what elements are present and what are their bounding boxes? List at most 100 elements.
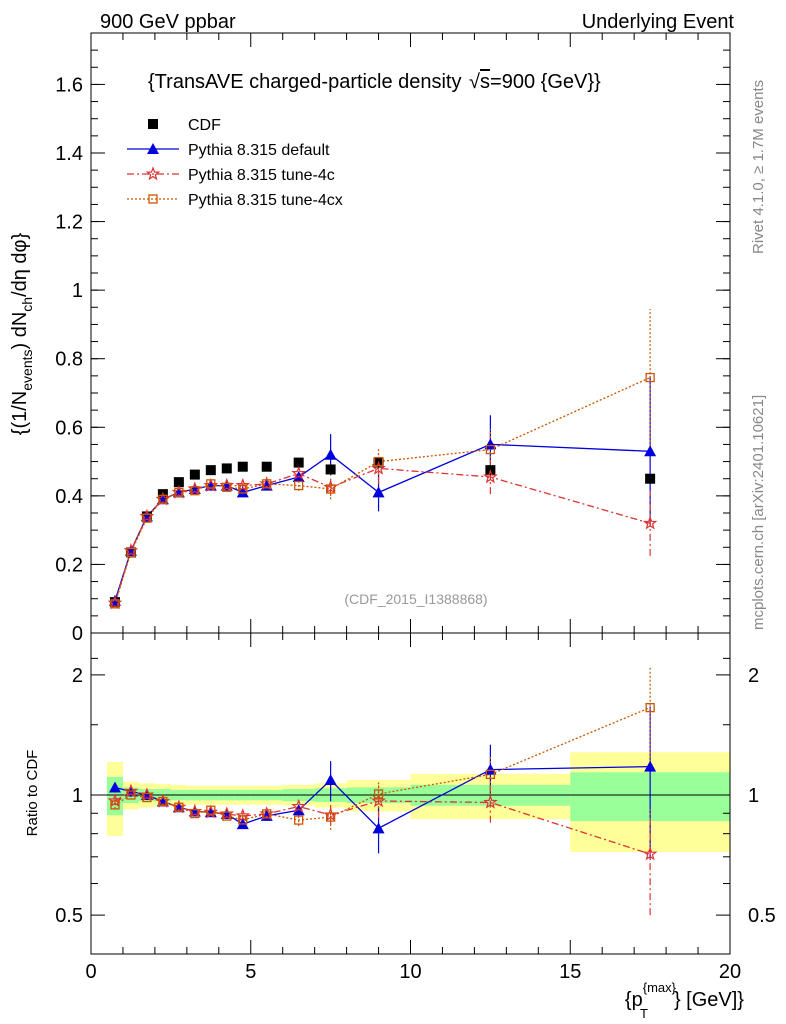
data-point-cdf (237, 461, 248, 472)
legend-label-tune4cx: Pythia 8.315 tune-4cx (188, 192, 343, 209)
y-tick-label: 1.4 (55, 143, 83, 165)
data-point-cdf (173, 477, 184, 488)
data-point-default (236, 486, 249, 498)
data-point-tune4cx (373, 456, 384, 467)
analysis-id-label: (CDF_2015_I1388868) (344, 591, 487, 607)
data-point-default (644, 445, 657, 457)
series-line-tune4cx (114, 377, 651, 605)
legend-marker-cdf (148, 119, 158, 129)
main-y-ticks: 0 0.2 0.4 0.6 0.8 1 1.2 1.4 1.6 (55, 49, 730, 645)
y-tick-label: 0.2 (55, 554, 83, 576)
legend-label-cdf: CDF (188, 117, 221, 134)
data-point-tune4c (291, 465, 307, 480)
ratio-point-tune4cx (142, 792, 152, 803)
data-point-cdf (205, 465, 216, 476)
data-point-tune4c (483, 469, 498, 484)
ratio-point-tune4c (123, 783, 139, 798)
ratio-point-tune4cx (325, 812, 336, 822)
main-error-bars (114, 309, 651, 605)
data-point-tune4cx (206, 479, 216, 489)
data-point-tune4c (235, 477, 251, 492)
ratio-x-ticks: 0 5 10 15 20 (85, 633, 741, 983)
legend-label-default: Pythia 8.315 default (188, 142, 330, 159)
y-tick-label: 0.8 (55, 349, 83, 371)
ratio-point-default (108, 781, 121, 793)
data-point-tune4cx (325, 484, 336, 494)
ratio-y-ticks: 0.5 0.5 1 1 2 2 (55, 657, 776, 927)
ratio-y-tick-label-right: 1 (748, 785, 759, 807)
data-point-tune4cx (294, 480, 304, 491)
ratio-point-tune4c (483, 794, 498, 809)
chart-title: {TransAVE charged-particle density √s=90… (148, 71, 601, 93)
y-axis-label: {(1/Nevents) dNch/dη dφ} (9, 232, 35, 435)
energy-label: 900 GeV ppbar (100, 11, 236, 33)
ratio-point-tune4cx (485, 769, 496, 780)
x-tick-label: 15 (559, 961, 581, 983)
ratio-y-tick-label-right: 0.5 (748, 905, 776, 927)
ratio-point-tune4c (371, 793, 386, 808)
ratio-point-default (484, 763, 497, 775)
x-axis-label: {p{max} T} [GeV]} (625, 980, 744, 1021)
ratio-point-tune4c (235, 808, 251, 823)
data-point-tune4cx (142, 513, 152, 523)
y-tick-label: 0 (72, 623, 83, 645)
ratio-point-tune4c (291, 798, 307, 813)
legend-marker-default (147, 143, 159, 154)
y-tick-label: 1 (72, 280, 83, 302)
y-tick-label: 1.6 (55, 74, 83, 96)
ratio-point-tune4cx (110, 800, 120, 810)
legend-marker-tune4c (145, 166, 161, 181)
ratio-panel: 0.5 0.5 1 1 2 2 0 5 10 15 20 (55, 632, 776, 983)
data-point-tune4c (642, 515, 658, 530)
ratio-line-tune4c (114, 790, 651, 855)
data-point-tune4cx (190, 486, 200, 496)
data-point-tune4cx (485, 444, 496, 455)
data-point-tune4cx (238, 484, 248, 494)
ratio-point-tune4cx (190, 808, 200, 819)
ratio-point-tune4cx (645, 702, 655, 713)
ratio-point-tune4c (107, 793, 123, 808)
ratio-point-tune4cx (262, 809, 272, 819)
data-point-cdf (645, 473, 656, 484)
x-tick-label: 0 (85, 961, 96, 983)
legend-label-tune4c: Pythia 8.315 tune-4c (188, 167, 335, 184)
data-point-default (484, 438, 497, 450)
data-point-cdf (325, 464, 336, 475)
ratio-y-tick-label-right: 2 (748, 665, 759, 687)
ratio-point-default (372, 822, 385, 834)
main-x-ticks (90, 33, 731, 633)
ratio-point-tune4cx (222, 811, 232, 821)
legend: CDF Pythia 8.315 default Pythia 8.315 tune… (127, 117, 343, 209)
data-point-tune4cx (126, 547, 136, 558)
data-point-default (372, 486, 385, 498)
data-point-cdf (189, 469, 200, 480)
ratio-y-axis-label: Ratio to CDF (24, 750, 41, 837)
ratio-point-tune4cx (238, 815, 248, 825)
ratio-point-tune4c (642, 846, 658, 861)
ratio-point-tune4cx (158, 796, 168, 807)
data-point-tune4cx (110, 599, 120, 609)
main-plot-frame (90, 32, 731, 634)
y-tick-label: 1.2 (55, 212, 83, 234)
ratio-y-tick-label: 0.5 (55, 905, 83, 927)
ratio-y-tick-label: 2 (72, 665, 83, 687)
data-point-tune4cx (174, 487, 184, 498)
data-point-tune4cx (158, 494, 168, 504)
ratio-point-tune4cx (174, 802, 184, 812)
data-point-cdf (293, 457, 304, 468)
y-tick-label: 0.4 (55, 486, 83, 508)
ratio-y-tick-label: 1 (72, 785, 83, 807)
ratio-point-default (644, 760, 657, 772)
rivet-version-label: Rivet 4.1.0, ≥ 1.7M events (750, 80, 767, 254)
ratio-point-tune4cx (126, 790, 136, 800)
ratio-point-tune4cx (294, 815, 304, 825)
data-point-cdf (221, 463, 232, 474)
data-point-tune4c (371, 460, 386, 475)
y-tick-label: 0.6 (55, 417, 83, 439)
mcplots-site-label: mcplots.cern.ch [arXiv:2401.10621] (750, 395, 767, 630)
data-point-tune4cx (645, 372, 655, 383)
x-tick-label: 20 (719, 961, 741, 983)
data-point-default (324, 448, 337, 460)
x-tick-label: 5 (245, 961, 256, 983)
